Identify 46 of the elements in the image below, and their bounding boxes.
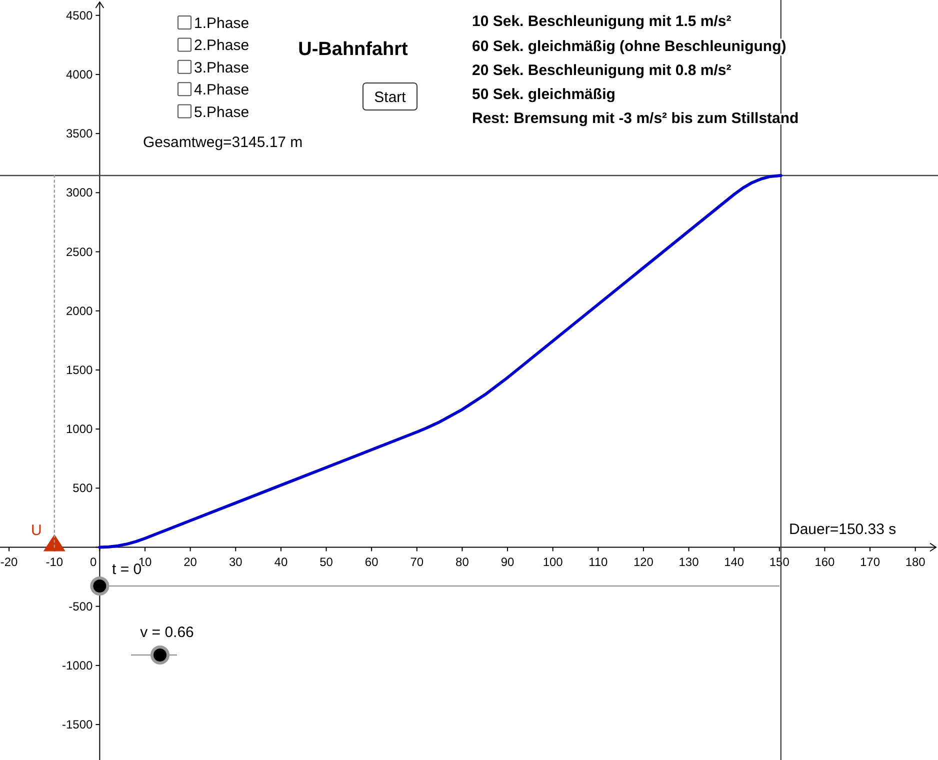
x-tick-label: 50	[320, 555, 334, 570]
annotation: 50 Sek. gleichmäßig	[472, 86, 616, 103]
annotation: 20 Sek. Beschleunigung mit 0.8 m/s²	[472, 62, 732, 79]
x-tick-label: 70	[410, 555, 424, 570]
x-tick-label: 140	[724, 555, 744, 570]
annotation: 2.Phase	[194, 37, 250, 54]
y-tick-label: 4500	[66, 8, 94, 22]
text: U-Bahnfahrt	[298, 39, 409, 60]
y-tick-label: 500	[72, 481, 94, 496]
x-tick-label: 130	[678, 555, 700, 570]
annotation: 10 Sek. Beschleunigung mit 1.5 m/s²	[472, 13, 732, 30]
line-series	[98, 174, 782, 549]
x-tick-label: 80	[456, 555, 470, 570]
y-tick-label: 2500	[66, 244, 94, 259]
y-tick-label: -500	[68, 599, 94, 614]
x-tick-label: 90	[500, 555, 515, 570]
x-tick-label: 120	[633, 555, 654, 570]
annotation: Dauer=150.33 s	[789, 521, 896, 538]
x-tick-label: 60	[364, 555, 379, 570]
series-label: U	[30, 522, 42, 540]
y-tick-label: 3000	[66, 186, 94, 200]
annotation: 5.Phase	[194, 104, 250, 121]
x-tick-label: 40	[274, 555, 288, 570]
x-tick-label: 20	[184, 555, 198, 570]
y-tick-label: 3500	[66, 126, 94, 141]
x-tick-label: 30	[228, 555, 243, 570]
x-tick-label: 100	[542, 555, 564, 570]
y-tick-label: -1500	[62, 718, 94, 732]
annotation: Gesamtweg=3145.17 m	[143, 134, 303, 151]
annotation: v = 0.66	[140, 624, 194, 641]
y-tick-label: 2000	[66, 304, 94, 318]
x-tick-label: -20	[0, 555, 18, 570]
annotation: 1.Phase	[194, 15, 250, 32]
annotation: 3.Phase	[194, 59, 250, 76]
x-tick-label: 0	[90, 555, 98, 570]
x-tick-label: 110	[588, 555, 608, 570]
x-tick-label: -10	[46, 555, 64, 570]
x-tick-label: 160	[814, 555, 836, 570]
annotation: 4.Phase	[194, 82, 250, 99]
y-tick-label: 1000	[66, 422, 94, 436]
y-tick-label: 1500	[66, 362, 94, 377]
y-tick-label: -1000	[62, 658, 94, 672]
annotation: Start	[374, 89, 407, 106]
x-tick-label: 180	[905, 555, 926, 570]
x-tick-label: 170	[860, 555, 880, 570]
y-tick-label: 4000	[66, 67, 94, 82]
